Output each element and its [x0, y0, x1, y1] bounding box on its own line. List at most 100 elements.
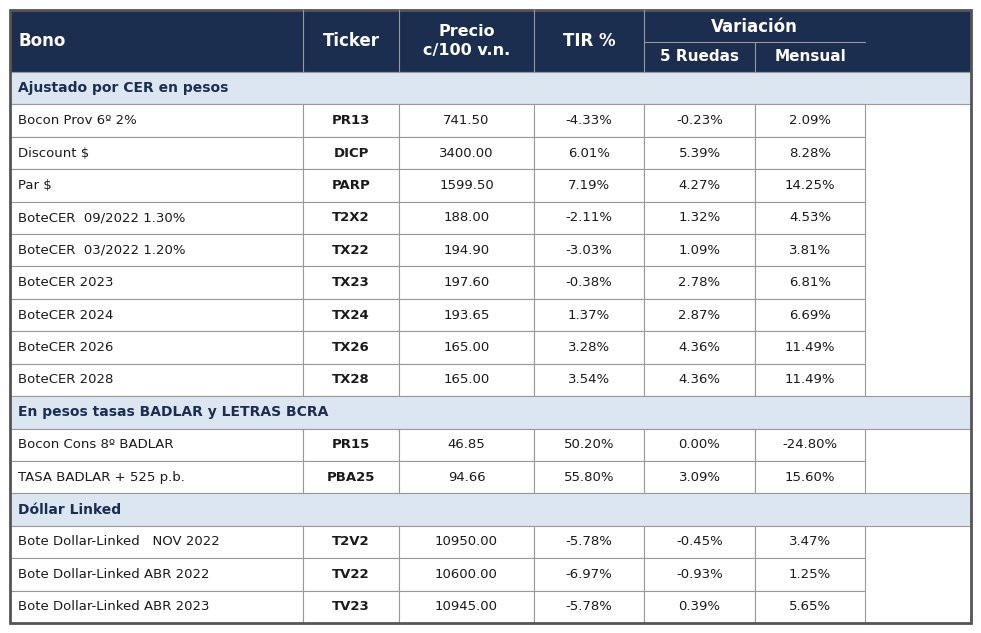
Bar [10, 331, 303, 364]
Text: TV22: TV22 [333, 568, 370, 581]
Bar [303, 461, 399, 493]
Bar [754, 331, 865, 364]
Bar [10, 493, 971, 526]
Text: DICP: DICP [334, 146, 369, 160]
Text: BoteCER  09/2022 1.30%: BoteCER 09/2022 1.30% [18, 211, 185, 224]
Text: Bote Dollar-Linked ABR 2022: Bote Dollar-Linked ABR 2022 [18, 568, 210, 581]
Text: 94.66: 94.66 [447, 471, 486, 484]
Text: TX22: TX22 [333, 244, 370, 257]
Text: 194.90: 194.90 [443, 244, 490, 257]
Bar [399, 558, 534, 591]
Bar [10, 396, 971, 429]
Bar [645, 331, 754, 364]
Bar [534, 104, 645, 137]
Text: 7.19%: 7.19% [568, 179, 610, 192]
Bar [10, 10, 971, 72]
Bar [303, 266, 399, 299]
Bar [645, 364, 754, 396]
Bar [399, 364, 534, 396]
Bar [303, 234, 399, 266]
Text: BoteCER 2026: BoteCER 2026 [18, 341, 114, 354]
Text: -3.03%: -3.03% [566, 244, 612, 257]
Bar [645, 202, 754, 234]
Text: 4.53%: 4.53% [789, 211, 831, 224]
Text: 3.28%: 3.28% [568, 341, 610, 354]
Text: TASA BADLAR + 525 p.b.: TASA BADLAR + 525 p.b. [18, 471, 184, 484]
Bar [399, 137, 534, 169]
Text: 11.49%: 11.49% [785, 373, 835, 386]
Bar [10, 169, 303, 202]
Text: Ticker: Ticker [323, 32, 380, 50]
Bar [754, 429, 865, 461]
Text: -0.93%: -0.93% [676, 568, 723, 581]
Bar [754, 364, 865, 396]
Bar [534, 526, 645, 558]
Bar [303, 104, 399, 137]
Bar [303, 137, 399, 169]
Text: 10945.00: 10945.00 [435, 600, 498, 613]
Bar [645, 234, 754, 266]
Text: 3.81%: 3.81% [789, 244, 831, 257]
Text: 6.01%: 6.01% [568, 146, 610, 160]
Text: 0.39%: 0.39% [679, 600, 720, 613]
Text: 46.85: 46.85 [447, 438, 486, 451]
Text: -4.33%: -4.33% [566, 114, 612, 127]
Text: TX23: TX23 [333, 276, 370, 289]
Text: 1.25%: 1.25% [789, 568, 831, 581]
Text: 55.80%: 55.80% [564, 471, 614, 484]
Text: 165.00: 165.00 [443, 341, 490, 354]
Text: 10950.00: 10950.00 [435, 536, 498, 548]
Bar [645, 591, 754, 623]
Text: 10600.00: 10600.00 [435, 568, 498, 581]
Text: 741.50: 741.50 [443, 114, 490, 127]
Text: Mensual: Mensual [774, 49, 846, 64]
Bar [754, 169, 865, 202]
Text: TIR %: TIR % [563, 32, 615, 50]
Bar [399, 266, 534, 299]
Bar [399, 169, 534, 202]
Bar [399, 104, 534, 137]
Text: 50.20%: 50.20% [564, 438, 614, 451]
Bar [754, 104, 865, 137]
Bar [534, 266, 645, 299]
Text: Discount $: Discount $ [18, 146, 89, 160]
Bar [303, 526, 399, 558]
Bar [645, 169, 754, 202]
Bar [645, 526, 754, 558]
Text: PR15: PR15 [332, 438, 370, 451]
Bar [534, 429, 645, 461]
Bar [754, 591, 865, 623]
Text: BoteCER 2023: BoteCER 2023 [18, 276, 114, 289]
Bar [10, 591, 303, 623]
Bar [10, 364, 303, 396]
Bar [303, 202, 399, 234]
Bar [303, 331, 399, 364]
Bar [754, 266, 865, 299]
Bar [303, 364, 399, 396]
Text: 3.47%: 3.47% [789, 536, 831, 548]
Text: BoteCER 2024: BoteCER 2024 [18, 309, 114, 322]
Bar [399, 526, 534, 558]
Bar [645, 558, 754, 591]
Bar [399, 202, 534, 234]
Bar [754, 299, 865, 331]
Text: 2.78%: 2.78% [679, 276, 721, 289]
Bar [10, 299, 303, 331]
Text: 5.39%: 5.39% [679, 146, 721, 160]
Text: -0.23%: -0.23% [676, 114, 723, 127]
Bar [754, 202, 865, 234]
Text: T2X2: T2X2 [333, 211, 370, 224]
Text: 188.00: 188.00 [443, 211, 490, 224]
Bar [10, 266, 303, 299]
Bar [303, 169, 399, 202]
Bar [10, 429, 303, 461]
Text: 3.54%: 3.54% [568, 373, 610, 386]
Bar [645, 104, 754, 137]
Text: 4.36%: 4.36% [679, 373, 720, 386]
Bar [399, 591, 534, 623]
Bar [10, 104, 303, 137]
Bar [754, 461, 865, 493]
Bar [10, 202, 303, 234]
Text: PBA25: PBA25 [327, 471, 376, 484]
Text: En pesos tasas BADLAR y LETRAS BCRA: En pesos tasas BADLAR y LETRAS BCRA [18, 405, 329, 419]
